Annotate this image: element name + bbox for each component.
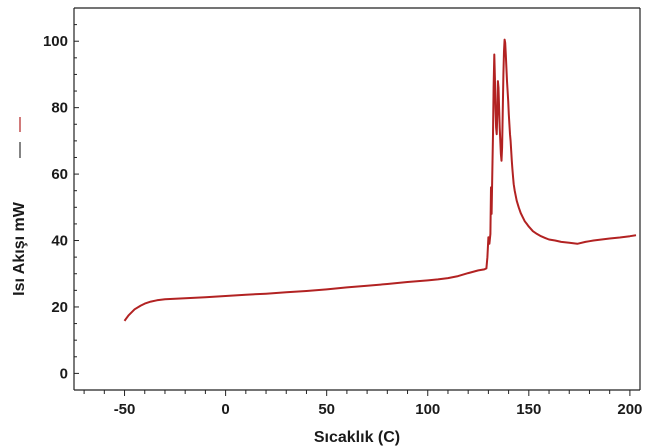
x-tick-label: 100	[415, 401, 440, 418]
y-tick-label: 100	[43, 33, 68, 50]
x-tick-label: 150	[516, 401, 541, 418]
x-axis-title: Sıcaklık (C)	[314, 429, 400, 446]
y-tick-label: 60	[51, 166, 68, 183]
x-tick-label: -50	[114, 401, 136, 418]
heat-flow-series-line	[123, 38, 637, 322]
y-tick-label: 80	[51, 100, 68, 117]
y-tick-label: 40	[51, 233, 68, 250]
x-tick-label: 0	[221, 401, 229, 418]
y-axis-title: Isı Akışı mW	[11, 201, 28, 296]
x-tick-label: 200	[617, 401, 642, 418]
y-tick-label: 20	[51, 299, 68, 316]
y-tick-label: 0	[60, 365, 68, 382]
x-tick-label: 50	[318, 401, 335, 418]
